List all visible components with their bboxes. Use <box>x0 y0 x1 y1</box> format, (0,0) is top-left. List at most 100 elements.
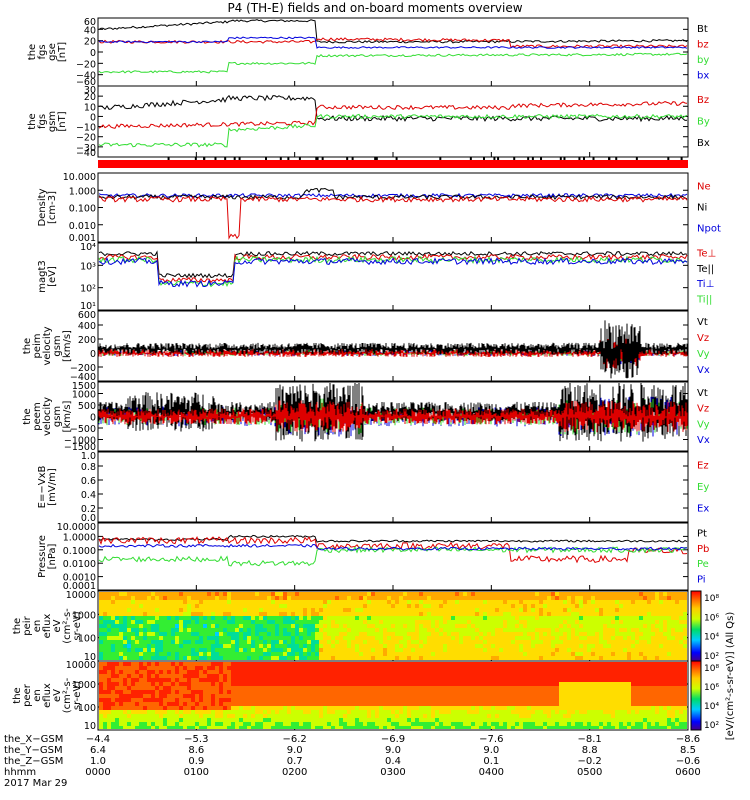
peir-spectrogram-cell <box>303 648 307 652</box>
peir-spectrogram-cell <box>619 624 623 628</box>
peir-spectrogram-cell <box>431 596 435 600</box>
peer-spectrogram-cell <box>275 674 279 678</box>
peer-spectrogram-cell <box>111 698 115 702</box>
peir-spectrogram-cell <box>171 652 175 656</box>
peer-spectrogram-cell <box>587 670 591 674</box>
peir-spectrogram-cell <box>419 596 423 600</box>
peir-spectrogram-cell <box>663 620 667 624</box>
peir-spectrogram-cell <box>143 624 147 628</box>
efield-legend-Ey: Ey <box>697 482 709 493</box>
peir-spectrogram-cell <box>491 624 495 628</box>
peir-spectrogram-cell <box>231 644 235 648</box>
peir-spectrogram-cell <box>543 620 547 624</box>
peir-spectrogram-cell <box>471 648 475 652</box>
peer-spectrogram-cell <box>451 678 455 682</box>
density-ytick-label: 10.000 <box>63 172 96 183</box>
peir-spectrogram-cell <box>547 608 551 612</box>
peir-spectrogram-cell <box>103 612 107 616</box>
peer-spectrogram-cell <box>315 714 319 718</box>
peir-spectrogram-cell <box>551 620 555 624</box>
peer-spectrogram-cell <box>491 686 495 690</box>
peer-spectrogram-cell <box>471 670 475 674</box>
peer-spectrogram-cell <box>487 702 491 706</box>
peer-spectrogram-cell <box>575 682 579 686</box>
peer-spectrogram-cell <box>331 674 335 678</box>
peir-spectrogram-cell <box>591 656 595 660</box>
peer-spectrogram-cell <box>203 718 207 722</box>
peir-spectrogram-cell <box>515 592 519 596</box>
peir-spectrogram-cell <box>399 616 403 620</box>
peer-spectrogram-cell <box>427 678 431 682</box>
peir-spectrogram-cell <box>179 620 183 624</box>
peer-spectrogram-cell <box>139 690 143 694</box>
peir-spectrogram-cell <box>407 604 411 608</box>
peer-spectrogram-cell <box>559 678 563 682</box>
peir-spectrogram-cell <box>395 624 399 628</box>
peer-spectrogram-cell <box>431 666 435 670</box>
peir-spectrogram-cell <box>595 628 599 632</box>
peer-spectrogram-cell <box>275 706 279 710</box>
peir-spectrogram-cell <box>447 632 451 636</box>
peir-spectrogram-cell <box>231 648 235 652</box>
peir-spectrogram-cell <box>355 628 359 632</box>
peer-spectrogram-cell <box>403 694 407 698</box>
peir-spectrogram-cell <box>391 632 395 636</box>
peir-spectrogram-cell <box>211 616 215 620</box>
peer-spectrogram-cell <box>443 662 447 666</box>
peer-spectrogram-cell <box>175 682 179 686</box>
peer-spectrogram-cell <box>567 694 571 698</box>
peer-spectrogram-cell <box>147 694 151 698</box>
peer-spectrogram-cell <box>403 718 407 722</box>
peir-spectrogram-cell <box>343 612 347 616</box>
peir-spectrogram-cell <box>139 612 143 616</box>
peir-spectrogram-cell <box>571 616 575 620</box>
peer-spectrogram-cell <box>163 666 167 670</box>
peir-spectrogram-cell <box>323 616 327 620</box>
peir-spectrogram-cell <box>191 636 195 640</box>
peer-spectrogram-cell <box>559 662 563 666</box>
peer-spectrogram-cell <box>367 674 371 678</box>
peir-spectrogram-cell <box>447 608 451 612</box>
peir-spectrogram-cell <box>483 596 487 600</box>
peir-spectrogram-cell <box>583 616 587 620</box>
peir-spectrogram-cell <box>511 632 515 636</box>
peir-spectrogram-cell <box>115 628 119 632</box>
peir-spectrogram-cell <box>387 604 391 608</box>
peir-spectrogram-cell <box>415 600 419 604</box>
peir-spectrogram-cell <box>103 592 107 596</box>
peir-spectrogram-cell <box>227 644 231 648</box>
peer-spectrogram-cell <box>475 706 479 710</box>
peir-spectrogram-cell <box>499 596 503 600</box>
peir-spectrogram-cell <box>131 600 135 604</box>
peir-spectrogram-cell <box>407 596 411 600</box>
peir-spectrogram-cell <box>163 612 167 616</box>
peir-spectrogram-cell <box>479 652 483 656</box>
peir-spectrogram-cell <box>131 620 135 624</box>
peer-spectrogram-cell <box>299 726 303 729</box>
peer-spectrogram-cell <box>231 726 235 729</box>
peer-spectrogram-cell <box>387 682 391 686</box>
peer-spectrogram-cell <box>583 694 587 698</box>
peir-spectrogram-cell <box>235 616 239 620</box>
peer-spectrogram-cell <box>123 666 127 670</box>
peir-spectrogram-cell <box>99 652 103 656</box>
peir-spectrogram-cell <box>599 604 603 608</box>
peir-spectrogram-cell <box>527 616 531 620</box>
trace-Tell <box>98 250 688 279</box>
peir-spectrogram-cell <box>163 596 167 600</box>
peer-spectrogram-cell <box>527 722 531 726</box>
peir-spectrogram-cell <box>503 612 507 616</box>
peir-spectrogram-cell <box>439 600 443 604</box>
peir-spectrogram-cell <box>287 628 291 632</box>
peer-spectrogram-cell <box>539 674 543 678</box>
peir-spectrogram-cell <box>119 628 123 632</box>
peer-spectrogram-cell <box>363 666 367 670</box>
peer-spectrogram-cell <box>531 714 535 718</box>
peir-spectrogram-cell <box>595 592 599 596</box>
peer-spectrogram-cell <box>507 690 511 694</box>
peir-spectrogram-cell <box>155 636 159 640</box>
peer-spectrogram-cell <box>411 706 415 710</box>
peir-spectrogram-cell <box>679 624 683 628</box>
peer-spectrogram-cell <box>435 670 439 674</box>
peir-spectrogram-cell <box>387 616 391 620</box>
